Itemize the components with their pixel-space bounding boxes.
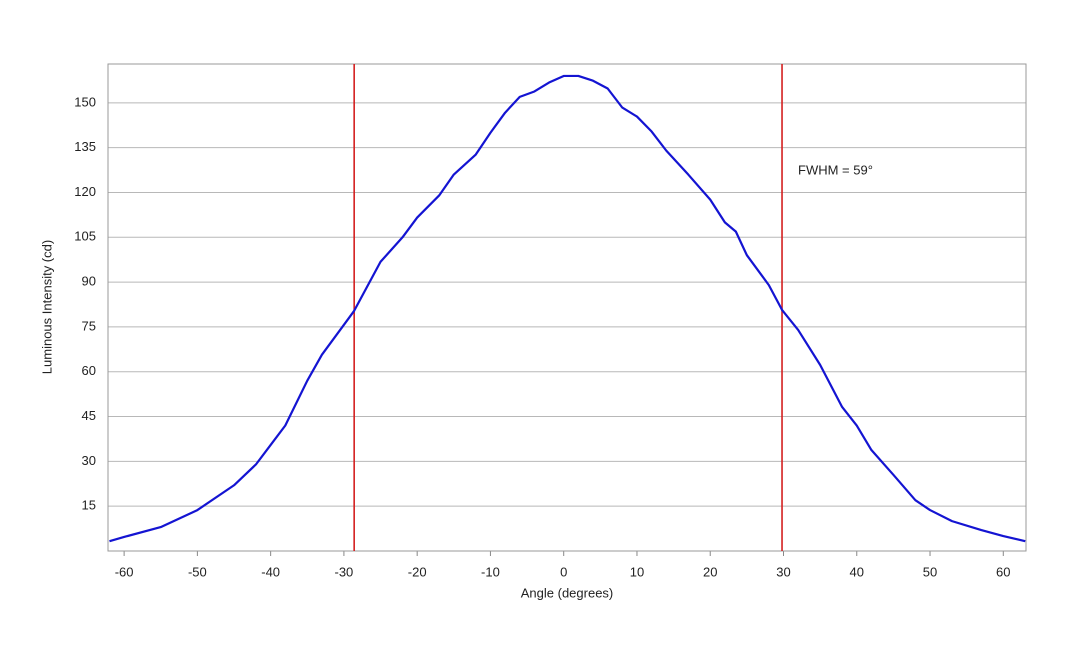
y-tick-label: 105 [74,229,96,244]
x-tick-label: 0 [560,564,567,579]
x-tick-label: 20 [703,564,717,579]
x-tick-label: 50 [923,564,937,579]
x-tick-label: 30 [776,564,790,579]
y-tick-label: 90 [82,274,96,289]
x-tick-label: -40 [261,564,280,579]
x-axis-title: Angle (degrees) [521,585,614,600]
x-tick-label: -50 [188,564,207,579]
annotation: FWHM = 59° [798,162,873,177]
y-tick-label: 120 [74,184,96,199]
y-tick-label: 15 [82,498,96,513]
y-tick-label: 150 [74,94,96,109]
y-tick-label: 75 [82,318,96,333]
x-tick-label: 10 [630,564,644,579]
data-line [109,74,1026,543]
x-tick-label: 40 [850,564,864,579]
x-tick-label: -30 [335,564,354,579]
x-tick-label: 60 [996,564,1010,579]
y-tick-label: 45 [82,408,96,423]
y-axis-title: Luminous Intensity (cd) [39,240,54,374]
x-tick-label: -60 [115,564,134,579]
y-tick-label: 60 [82,363,96,378]
y-tick-label: 30 [82,453,96,468]
x-tick-label: -20 [408,564,427,579]
x-tick-label: -10 [481,564,500,579]
y-tick-label: 135 [74,139,96,154]
plot-frame [107,63,1027,552]
